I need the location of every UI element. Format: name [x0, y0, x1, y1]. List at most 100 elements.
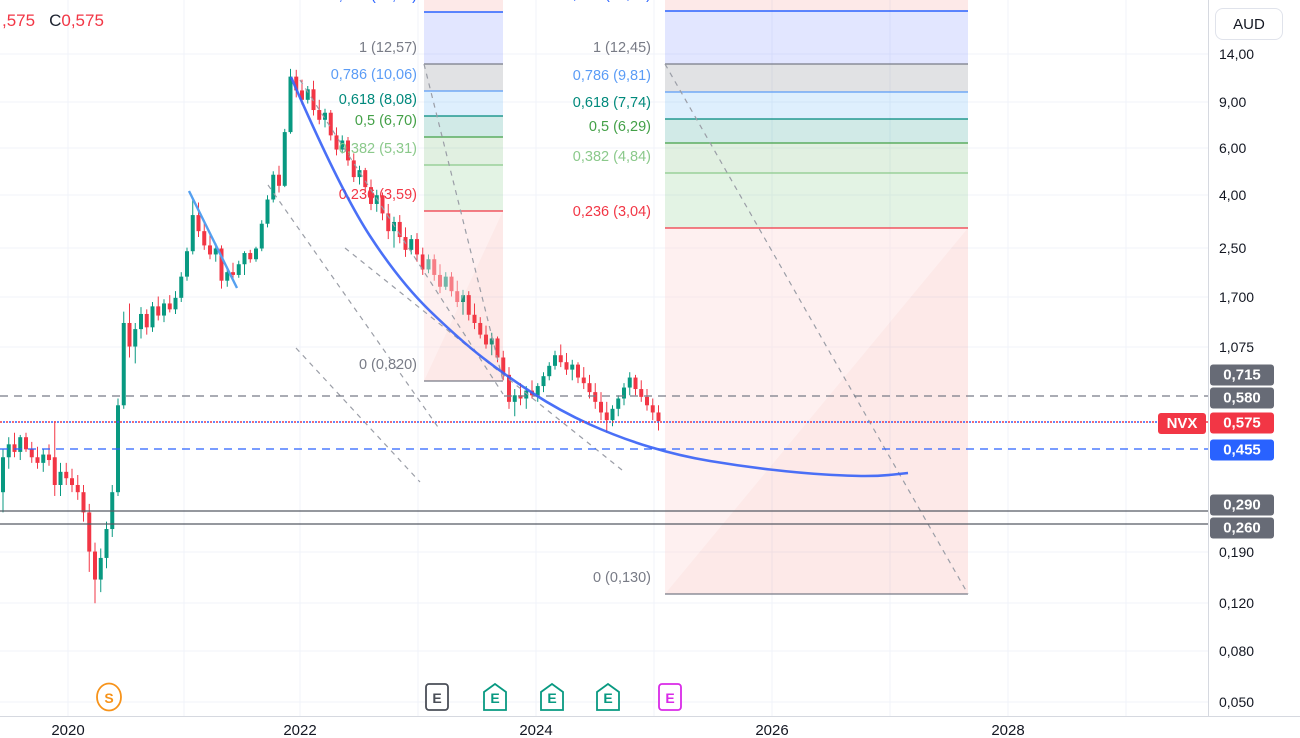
marker-letter: E: [603, 690, 612, 706]
candle-body: [242, 253, 247, 265]
fib-level-label: 1 (12,45): [593, 40, 651, 56]
candle-body: [645, 396, 649, 406]
candle-body: [305, 89, 310, 100]
candle-body: [144, 313, 149, 328]
candle-body: [346, 140, 350, 161]
candle-body: [570, 364, 575, 370]
candle-body: [81, 492, 86, 513]
ohlc-readout: ,575 C0,575: [2, 11, 104, 31]
candle-body: [162, 303, 166, 316]
fib-band: [665, 92, 968, 119]
candle-body: [277, 174, 281, 186]
candle-body: [489, 338, 494, 345]
candle-body: [415, 239, 419, 255]
candle-body: [259, 223, 264, 249]
candle-body: [254, 248, 258, 260]
split-event-marker[interactable]: S: [96, 682, 122, 712]
candle-body: [369, 187, 373, 204]
earnings-event-marker[interactable]: E: [596, 682, 620, 711]
marker-letter: S: [104, 690, 113, 706]
fib-band: [424, 165, 503, 211]
price-axis[interactable]: AUD 14,00 9,00 6,00 4,00 2,50 1,700 1,075 0,190…: [1208, 0, 1300, 738]
marker-square-icon: [658, 683, 682, 711]
candle-body: [616, 398, 621, 409]
price-badge: 0,260: [1210, 517, 1274, 539]
candle-body: [392, 221, 396, 232]
candle-body: [70, 478, 74, 485]
candle-body: [610, 408, 615, 421]
candle-body: [397, 221, 402, 238]
candle-body: [466, 295, 471, 315]
lightblue-trendline[interactable]: [187, 190, 239, 289]
earnings-event-marker[interactable]: E: [425, 683, 449, 711]
fib-band: [665, 11, 968, 64]
candle-body: [41, 454, 46, 463]
candle-body: [317, 110, 322, 120]
candle-body: [58, 471, 63, 485]
candle-body: [518, 395, 523, 399]
fib-level-label: 0,618 (7,74): [573, 95, 651, 111]
time-label: 2020: [51, 722, 85, 738]
fib-retracement[interactable]: 1,618 (19,83) 1 (12,57) 0,786 (10,06) 0,618…: [331, 0, 504, 382]
candle-body: [351, 160, 356, 178]
candle-body: [581, 377, 586, 384]
candle-body: [208, 245, 212, 255]
candle-body: [311, 89, 316, 111]
fib-band: [665, 228, 968, 594]
candle-body: [219, 248, 224, 281]
time-axis[interactable]: 2020 2022 2024 2026 2028: [0, 716, 1300, 738]
candle-body: [535, 386, 540, 396]
fib-level-label: 0,5 (6,29): [589, 119, 651, 135]
blue-curve-drawing[interactable]: [289, 76, 909, 478]
currency-button[interactable]: AUD: [1215, 8, 1283, 40]
candle-body: [432, 259, 437, 275]
candle-body: [363, 170, 368, 188]
trendline-dashed[interactable]: [299, 79, 504, 395]
candle-body: [604, 412, 609, 421]
symbol-price-tag[interactable]: NVX: [1158, 413, 1206, 434]
price-tick-label: 14,00: [1219, 46, 1255, 62]
fib-band: [424, 91, 503, 116]
candle-body: [386, 213, 391, 232]
candle-body: [202, 231, 207, 246]
candle-body: [6, 444, 11, 458]
candle-body: [380, 195, 385, 214]
candle-body: [190, 215, 195, 252]
candle-body: [196, 215, 201, 232]
earnings-event-marker[interactable]: E: [658, 683, 682, 711]
time-label: 2024: [519, 722, 553, 738]
candle-body: [167, 303, 172, 310]
candle-body: [139, 313, 143, 330]
candle-body: [156, 306, 161, 316]
marker-house-icon: [596, 682, 620, 711]
candle-body: [282, 132, 287, 186]
close-value: 0,575: [61, 11, 104, 30]
earnings-event-marker[interactable]: E: [483, 682, 507, 711]
candle-body: [75, 484, 80, 493]
candle-body: [512, 395, 517, 402]
fib-level-label: 0 (0,820): [359, 357, 417, 373]
candle-body: [173, 297, 178, 310]
fib-band: [424, 137, 503, 165]
fib-band: [424, 0, 503, 12]
candle-body: [650, 405, 655, 413]
fib-retracement[interactable]: 1,618 (20,06) 1 (12,45) 0,786 (9,81) 0,618 …: [565, 0, 969, 595]
fib-band: [665, 119, 968, 143]
trendline-dashed[interactable]: [267, 184, 441, 431]
fib-level-label: 1 (12,57): [359, 40, 417, 56]
candle-body: [231, 272, 235, 275]
marker-letter: E: [432, 690, 441, 706]
candle-body: [553, 355, 557, 366]
earnings-event-marker[interactable]: E: [540, 682, 564, 711]
candle-body: [328, 112, 333, 136]
price-chart[interactable]: 1,618 (19,83) 1 (12,57) 0,786 (10,06) 0,618…: [0, 0, 1208, 716]
fib-band: [665, 173, 968, 228]
candle-body: [599, 401, 603, 413]
price-tick-label: 0,190: [1219, 544, 1255, 560]
trendline-dashed[interactable]: [295, 347, 421, 483]
price-badge: 0,290: [1210, 494, 1274, 516]
fib-band: [424, 12, 503, 64]
candle-body: [501, 357, 506, 375]
candle-body: [340, 140, 345, 150]
